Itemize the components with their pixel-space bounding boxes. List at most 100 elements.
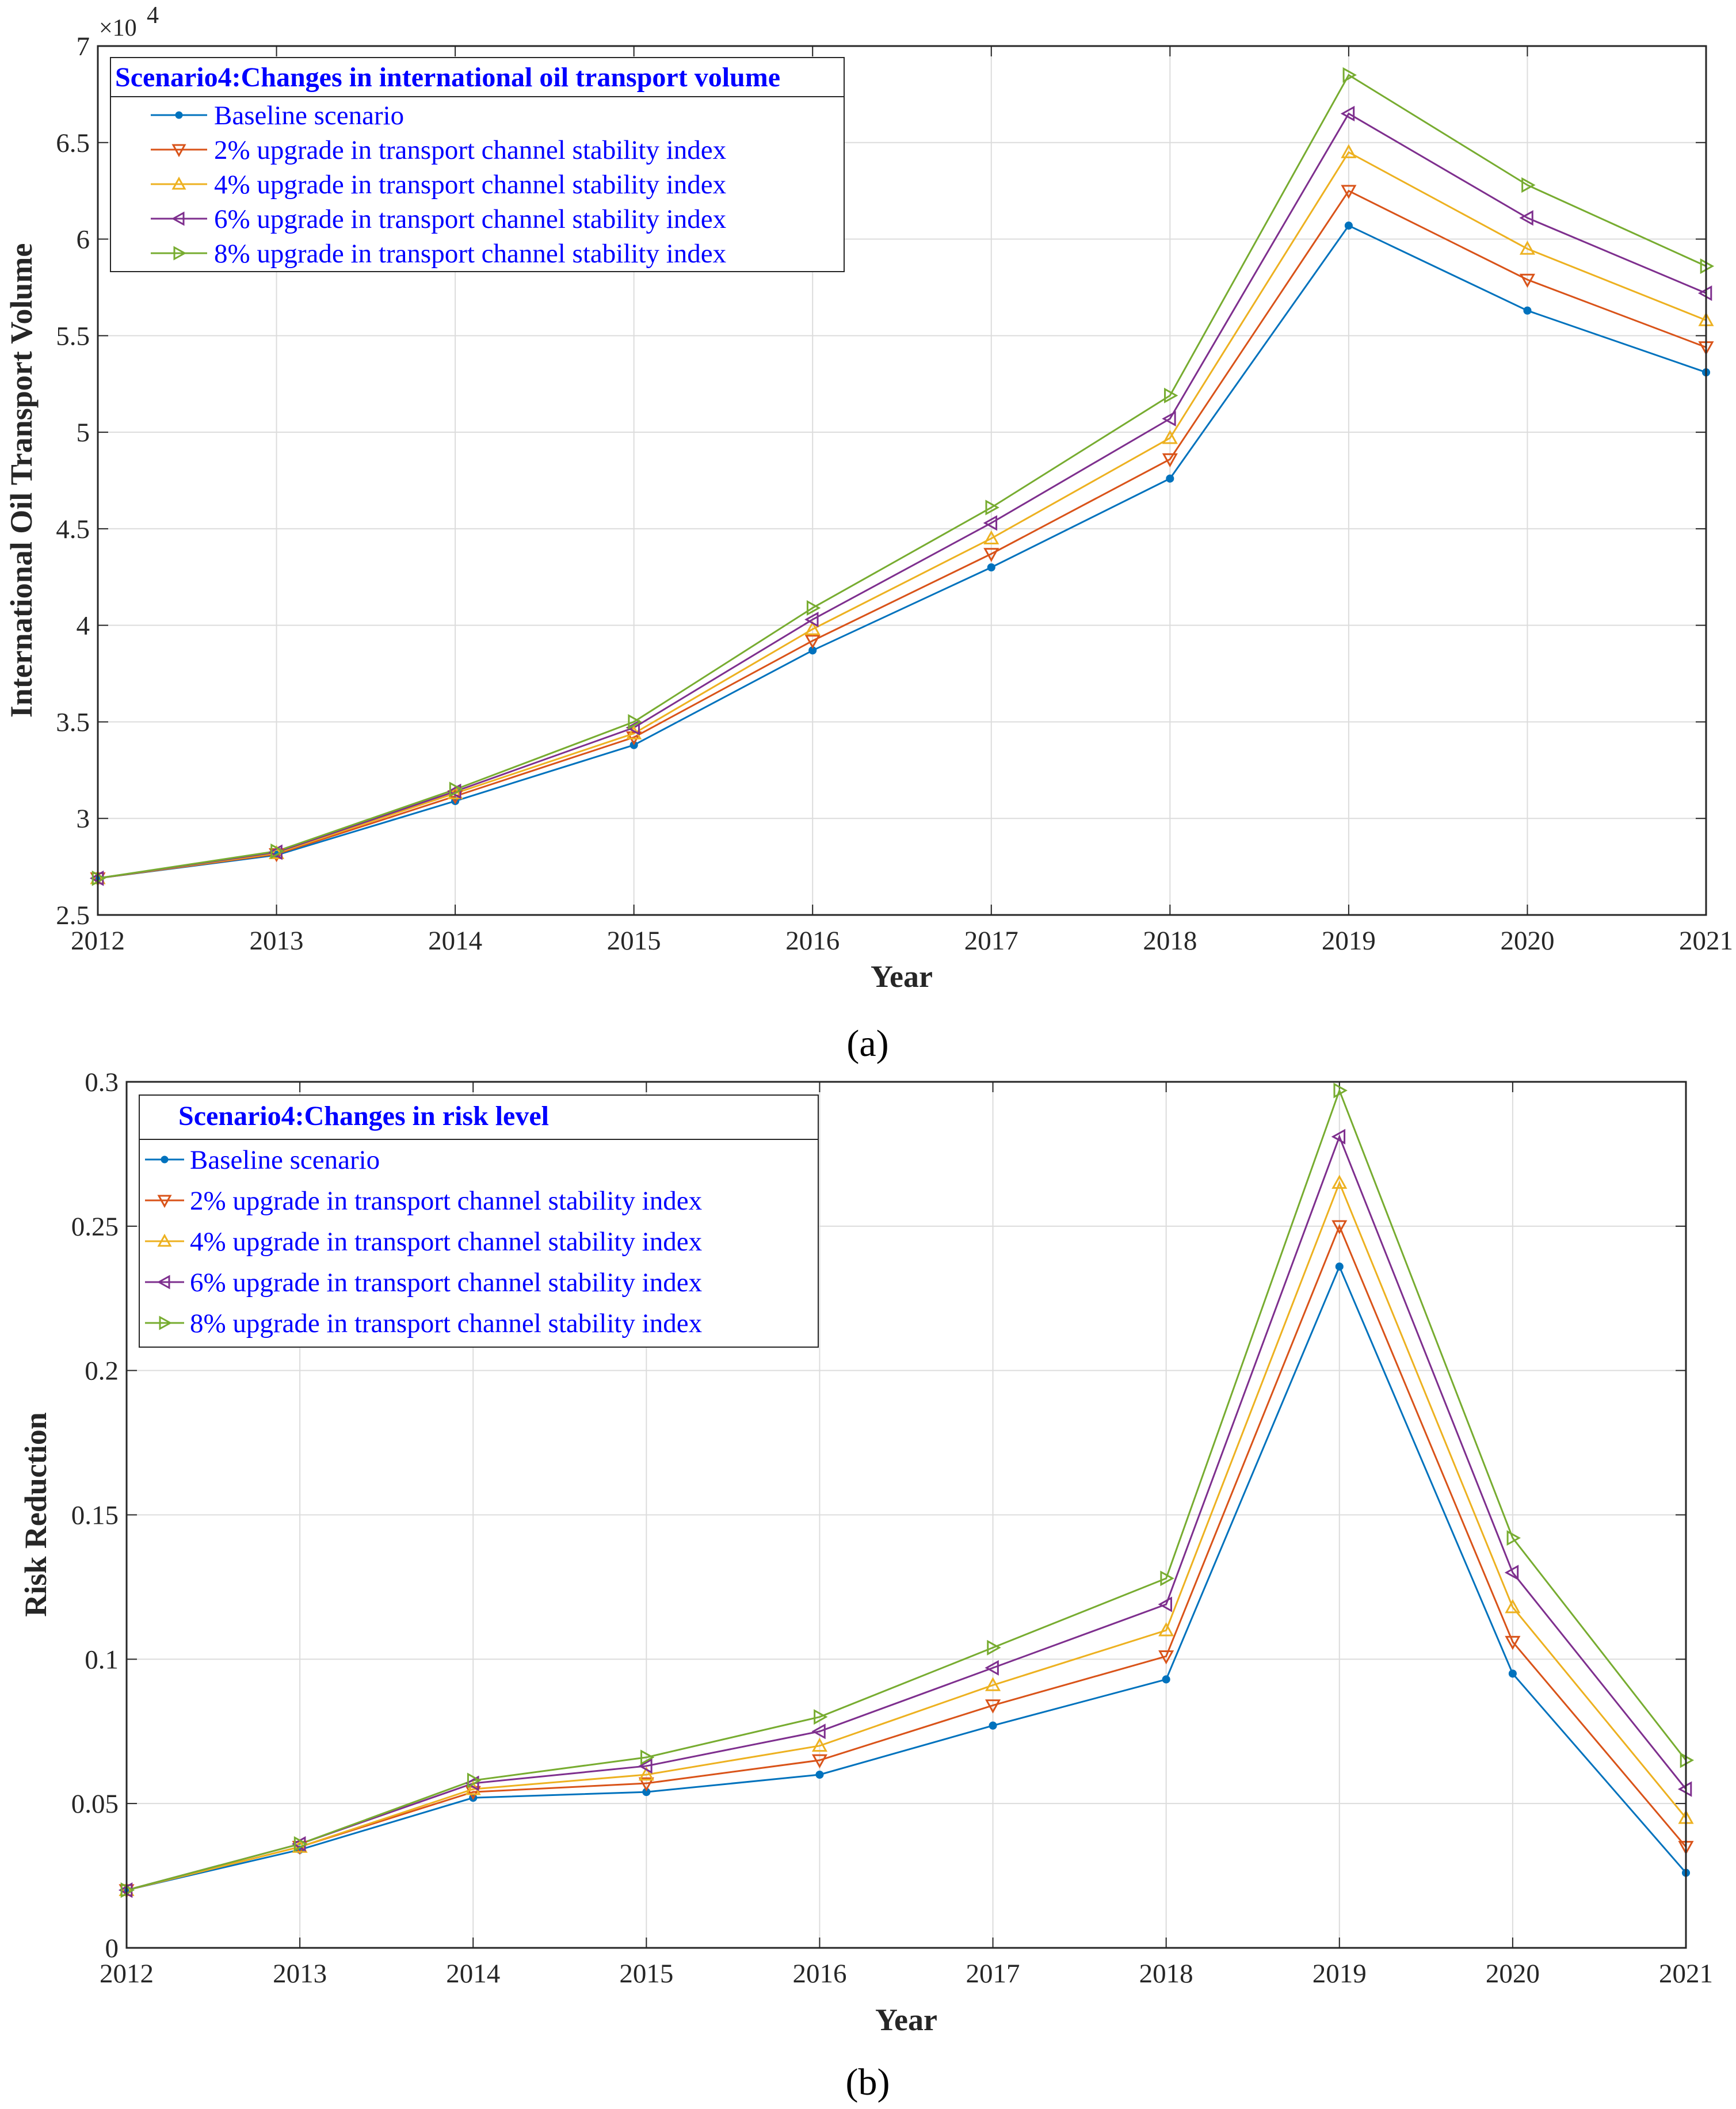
- chart-a-series-4-point: [1164, 387, 1178, 403]
- chart-a-series-2-point: [983, 530, 999, 544]
- chart-b-series-2-point: [811, 1737, 827, 1752]
- chart-a-series-1-point: [1341, 185, 1357, 199]
- chart-a-series-4-point: [449, 781, 464, 798]
- chart-b-legend-entry: 4% upgrade in transport channel stabilit…: [190, 1227, 702, 1257]
- chart-a-series-4-point: [628, 714, 642, 730]
- chart-b-legend-marker: [159, 1315, 173, 1330]
- chart-a-y-tick-label: 3.5: [56, 707, 90, 737]
- chart-b-series-2-point: [1505, 1599, 1521, 1614]
- chart-a-x-tick-label: 2021: [1679, 926, 1733, 956]
- chart-a-legend-box: [110, 57, 845, 272]
- chart-b-series-3-point: [1504, 1565, 1519, 1581]
- chart-a-series-1-point: [1162, 453, 1178, 468]
- chart-a-legend-entry: 6% upgrade in transport channel stabilit…: [214, 204, 726, 234]
- chart-a-series-0-point: [1523, 306, 1532, 315]
- chart-a-series-lines: [97, 74, 1707, 879]
- chart-b-series-4-point: [1506, 1530, 1521, 1546]
- chart-b-series-4-point: [467, 1772, 482, 1788]
- chart-a-series-4-point: [1342, 67, 1357, 83]
- chart-a-y-tick-label: 4: [77, 611, 90, 641]
- chart-b-x-tick-label: 2014: [446, 1959, 500, 1989]
- chart-a-y-tick-label: 6.5: [56, 128, 90, 158]
- chart-b-x-tick-label: 2020: [1486, 1959, 1540, 1989]
- chart-a-series-3-point: [1340, 105, 1355, 121]
- chart-b-series-0-point: [1508, 1669, 1517, 1678]
- chart-b-markers: [118, 1082, 1695, 1898]
- chart-a-y-axis-label: International Oil Transport Volume: [4, 243, 39, 718]
- chart-b-x-tick-label: 2021: [1659, 1959, 1713, 1989]
- chart-b-x-tick-label: 2012: [100, 1959, 154, 1989]
- chart-b-series-4-point: [640, 1749, 655, 1765]
- chart-b-legend-marker: [161, 1155, 169, 1164]
- chart-b-series-1-point: [638, 1777, 654, 1792]
- chart-a-x-tick-labels: 2012 2013 2014 2015 2016 2017 2018 2019 2020 2021: [71, 926, 1733, 956]
- chart-a-series-0-point: [1166, 474, 1174, 483]
- chart-a-series-2-point: [804, 621, 821, 635]
- chart-b-legend-items: Baseline scenario 2% upgrade in transport…: [145, 1145, 702, 1338]
- chart-a-legend-entry: 2% upgrade in transport channel stabilit…: [214, 135, 726, 165]
- chart-a-series-4-point: [806, 600, 821, 616]
- chart-b: 2012 2013 2014 2015 2016 2017 2018 2019 2020 2021…: [18, 1067, 1713, 2103]
- chart-b-series-lines: [126, 1088, 1687, 1891]
- chart-b-series-4-point: [814, 1709, 828, 1725]
- chart-a: 2012 2013 2014 2015 2016 2017 2018 2019 2020 2021…: [4, 2, 1733, 1065]
- chart-b-series-1-point: [1158, 1650, 1174, 1665]
- chart-b-y-tick-label: 0.2: [85, 1356, 119, 1386]
- chart-a-legend-marker: [171, 211, 185, 226]
- chart-b-series-2-point: [1158, 1622, 1174, 1637]
- chart-a-x-axis-label: Year: [871, 959, 933, 994]
- chart-a-x-tick-label: 2017: [964, 926, 1018, 956]
- chart-b-series-line-0: [126, 1264, 1687, 1891]
- chart-a-x-tick-label: 2019: [1322, 926, 1376, 956]
- chart-b-legend-entry: 6% upgrade in transport channel stabilit…: [190, 1268, 702, 1298]
- chart-b-x-tick-label: 2018: [1139, 1959, 1193, 1989]
- chart-a-series-2-point: [1341, 144, 1357, 158]
- chart-b-legend-marker: [157, 1233, 172, 1247]
- chart-a-y-tick-label: 3: [77, 804, 90, 834]
- chart-b-y-tick-label: 0.25: [71, 1212, 119, 1242]
- chart-a-legend-entry: 4% upgrade in transport channel stabilit…: [214, 170, 726, 200]
- chart-b-series-3-point: [465, 1775, 479, 1791]
- chart-b-series-3-point: [638, 1758, 653, 1774]
- chart-b-series-4-point: [293, 1836, 308, 1852]
- chart-b-legend: Scenario4:Changes in risk level Baseline…: [139, 1094, 819, 1348]
- chart-a-series-4-point: [985, 499, 999, 516]
- chart-b-series-2-point: [985, 1677, 1001, 1691]
- chart-a-series-3-point: [1519, 210, 1533, 226]
- chart-b-x-tick-label: 2016: [792, 1959, 846, 1989]
- chart-a-series-1-point: [1519, 273, 1535, 288]
- chart-a-y-tick-label: 7: [77, 32, 90, 62]
- chart-b-series-0-point: [815, 1770, 824, 1779]
- chart-b-legend-box: [139, 1094, 819, 1348]
- chart-a-series-3-point: [447, 783, 461, 799]
- chart-b-series-0-point: [1162, 1675, 1170, 1684]
- chart-b-series-2-point: [1331, 1174, 1348, 1189]
- chart-b-series-2-point: [638, 1766, 654, 1781]
- chart-a-x-tick-label: 2020: [1500, 926, 1554, 956]
- chart-a-y-tick-label: 5: [77, 418, 90, 448]
- chart-b-y-tick-label: 0.15: [71, 1501, 119, 1531]
- chart-a-legend-entry: 8% upgrade in transport channel stabilit…: [214, 239, 726, 269]
- chart-a-series-line-2: [97, 151, 1707, 879]
- chart-a-x-tick-label: 2013: [250, 926, 304, 956]
- chart-a-x-tick-label: 2014: [428, 926, 482, 956]
- chart-a-legend-items: Baseline scenario 2% upgrade in transport…: [151, 101, 726, 269]
- chart-a-y-exponent-power: 4: [147, 2, 159, 29]
- chart-a-series-4-point: [270, 843, 285, 859]
- chart-a-y-tick-label: 5.5: [56, 321, 90, 351]
- chart-a-series-line-0: [97, 224, 1707, 879]
- chart-b-series-3-point: [1331, 1128, 1346, 1145]
- chart-b-y-tick-label: 0: [105, 1933, 119, 1963]
- chart-b-caption: (b): [846, 2061, 890, 2103]
- chart-b-series-1-point: [811, 1754, 827, 1769]
- chart-a-series-3-point: [983, 515, 998, 531]
- chart-b-series-0-point: [989, 1721, 997, 1730]
- chart-a-x-tick-label: 2015: [607, 926, 661, 956]
- chart-b-series-4-point: [1333, 1082, 1348, 1099]
- chart-a-y-tick-label: 6: [77, 225, 90, 255]
- chart-b-legend-marker: [157, 1275, 170, 1290]
- chart-b-series-3-point: [985, 1660, 999, 1676]
- chart-a-series-line-3: [97, 112, 1707, 879]
- chart-a-legend-marker: [171, 176, 186, 190]
